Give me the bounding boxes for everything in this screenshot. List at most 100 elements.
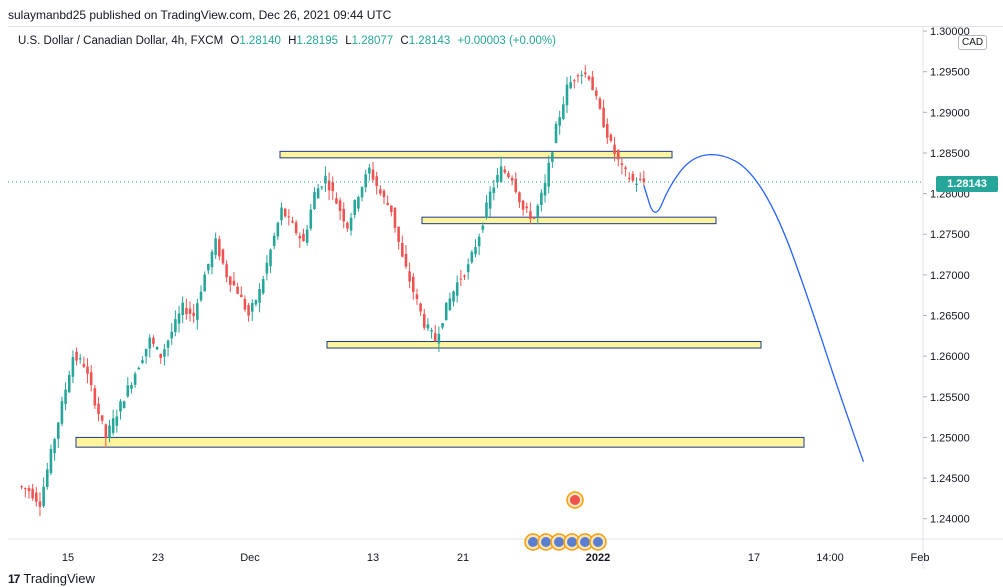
y-tick-label: 1.24000 bbox=[930, 514, 970, 526]
candle-body bbox=[390, 205, 393, 212]
candle-body bbox=[133, 373, 137, 385]
last-price-tag: 1.28143 bbox=[936, 176, 998, 192]
candle-body bbox=[108, 425, 111, 438]
candle-body bbox=[221, 249, 225, 264]
y-tick-label: 1.29500 bbox=[930, 67, 970, 79]
candle-body bbox=[470, 252, 474, 263]
candle-body bbox=[452, 291, 455, 302]
projection-path bbox=[643, 153, 865, 463]
y-tick-label: 1.25500 bbox=[930, 392, 970, 404]
y-tick-label: 1.29000 bbox=[930, 107, 970, 119]
candle-body bbox=[137, 367, 141, 370]
candle-body bbox=[192, 312, 195, 317]
candle-body bbox=[459, 278, 463, 280]
chart-area[interactable]: 1.30000 1.29500 1.29000 1.28500 1.28000 1.275… bbox=[8, 26, 1003, 570]
candle-body bbox=[554, 123, 558, 143]
x-tick-label: 2022 bbox=[586, 552, 610, 564]
candle-body bbox=[130, 384, 133, 389]
candle-body bbox=[49, 448, 53, 474]
candle-body bbox=[510, 178, 514, 181]
candle-body bbox=[404, 254, 408, 267]
candle-body bbox=[558, 117, 561, 126]
candle-body bbox=[327, 180, 331, 191]
currency-badge[interactable]: CAD bbox=[958, 35, 988, 50]
candle-body bbox=[605, 123, 609, 138]
candle-body bbox=[565, 84, 569, 106]
candle-body bbox=[638, 179, 642, 181]
candlestick-chart[interactable]: 1.300001.295001.290001.285001.280001.275… bbox=[8, 27, 1003, 570]
canada-flag-icon-inner bbox=[570, 495, 580, 505]
x-tick-label: 21 bbox=[457, 552, 469, 564]
candle-body bbox=[214, 238, 217, 256]
candle-body bbox=[576, 75, 580, 77]
low-label: L bbox=[345, 35, 352, 47]
candle-body bbox=[411, 276, 415, 292]
x-tick-label: 13 bbox=[367, 552, 379, 564]
footer-brand[interactable]: 17 TradingView bbox=[8, 571, 95, 586]
candle-body bbox=[269, 249, 272, 267]
support-resistance-zone bbox=[421, 216, 717, 225]
candle-body bbox=[199, 291, 203, 301]
candle-body bbox=[521, 200, 525, 210]
y-tick-label: 1.30000 bbox=[930, 27, 970, 38]
candle-body bbox=[283, 208, 287, 217]
candle-body bbox=[609, 134, 613, 141]
candle-body bbox=[503, 169, 507, 173]
candle-body bbox=[287, 216, 291, 218]
candle-body bbox=[540, 192, 543, 206]
candle-body bbox=[631, 173, 635, 181]
candle-body bbox=[382, 190, 386, 198]
candle-body bbox=[228, 276, 232, 285]
candle-body bbox=[141, 360, 144, 364]
candle-body bbox=[272, 235, 276, 246]
candle-body bbox=[280, 207, 283, 221]
candle-body bbox=[93, 388, 97, 406]
candle-body bbox=[177, 313, 181, 324]
candle-body bbox=[170, 331, 174, 339]
candle-body bbox=[627, 177, 631, 179]
candle-body bbox=[100, 415, 104, 421]
candle-body bbox=[225, 264, 228, 278]
high-value: 1.28195 bbox=[296, 35, 338, 47]
candle-body bbox=[155, 347, 159, 350]
candle-body bbox=[148, 337, 152, 349]
candle-body bbox=[78, 358, 82, 360]
candle-body bbox=[111, 418, 115, 433]
low-value: 1.28077 bbox=[351, 35, 394, 47]
candle-body bbox=[481, 225, 485, 230]
candle-body bbox=[122, 401, 126, 409]
candle-body bbox=[357, 197, 360, 209]
candle-body bbox=[35, 492, 38, 502]
candle-body bbox=[598, 98, 602, 109]
candle-body bbox=[525, 206, 529, 209]
candle-body bbox=[313, 192, 316, 210]
candle-body bbox=[426, 324, 430, 329]
candle-body bbox=[38, 501, 42, 507]
symbol-title: U.S. Dollar / Canadian Dollar, 4h, FXCM bbox=[18, 35, 224, 47]
candle-body bbox=[31, 488, 34, 499]
candle-body bbox=[419, 303, 422, 312]
candle-body bbox=[42, 486, 45, 507]
candle-body bbox=[514, 178, 518, 193]
candle-body bbox=[276, 222, 280, 237]
candle-body bbox=[463, 275, 466, 277]
candle-body bbox=[408, 271, 411, 282]
support-resistance-zone bbox=[279, 150, 673, 159]
candle-body bbox=[104, 424, 108, 438]
candle-body bbox=[53, 439, 56, 454]
y-tick-label: 1.27500 bbox=[930, 229, 970, 241]
candle-body bbox=[379, 189, 382, 194]
symbol-legend: U.S. Dollar / Canadian Dollar, 4h, FXCM … bbox=[18, 35, 556, 47]
candle-body bbox=[547, 162, 550, 187]
candle-body bbox=[159, 353, 163, 359]
candle-body bbox=[485, 202, 488, 218]
publisher-line: sulaymanbd25 published on TradingView.co… bbox=[8, 8, 392, 22]
candle-body bbox=[594, 90, 598, 96]
candle-body bbox=[642, 178, 646, 183]
candle-body bbox=[24, 488, 27, 490]
candle-body bbox=[86, 366, 89, 374]
candle-body bbox=[203, 274, 206, 292]
candle-body bbox=[254, 300, 258, 305]
candle-body bbox=[185, 307, 188, 315]
candle-body bbox=[338, 200, 342, 212]
